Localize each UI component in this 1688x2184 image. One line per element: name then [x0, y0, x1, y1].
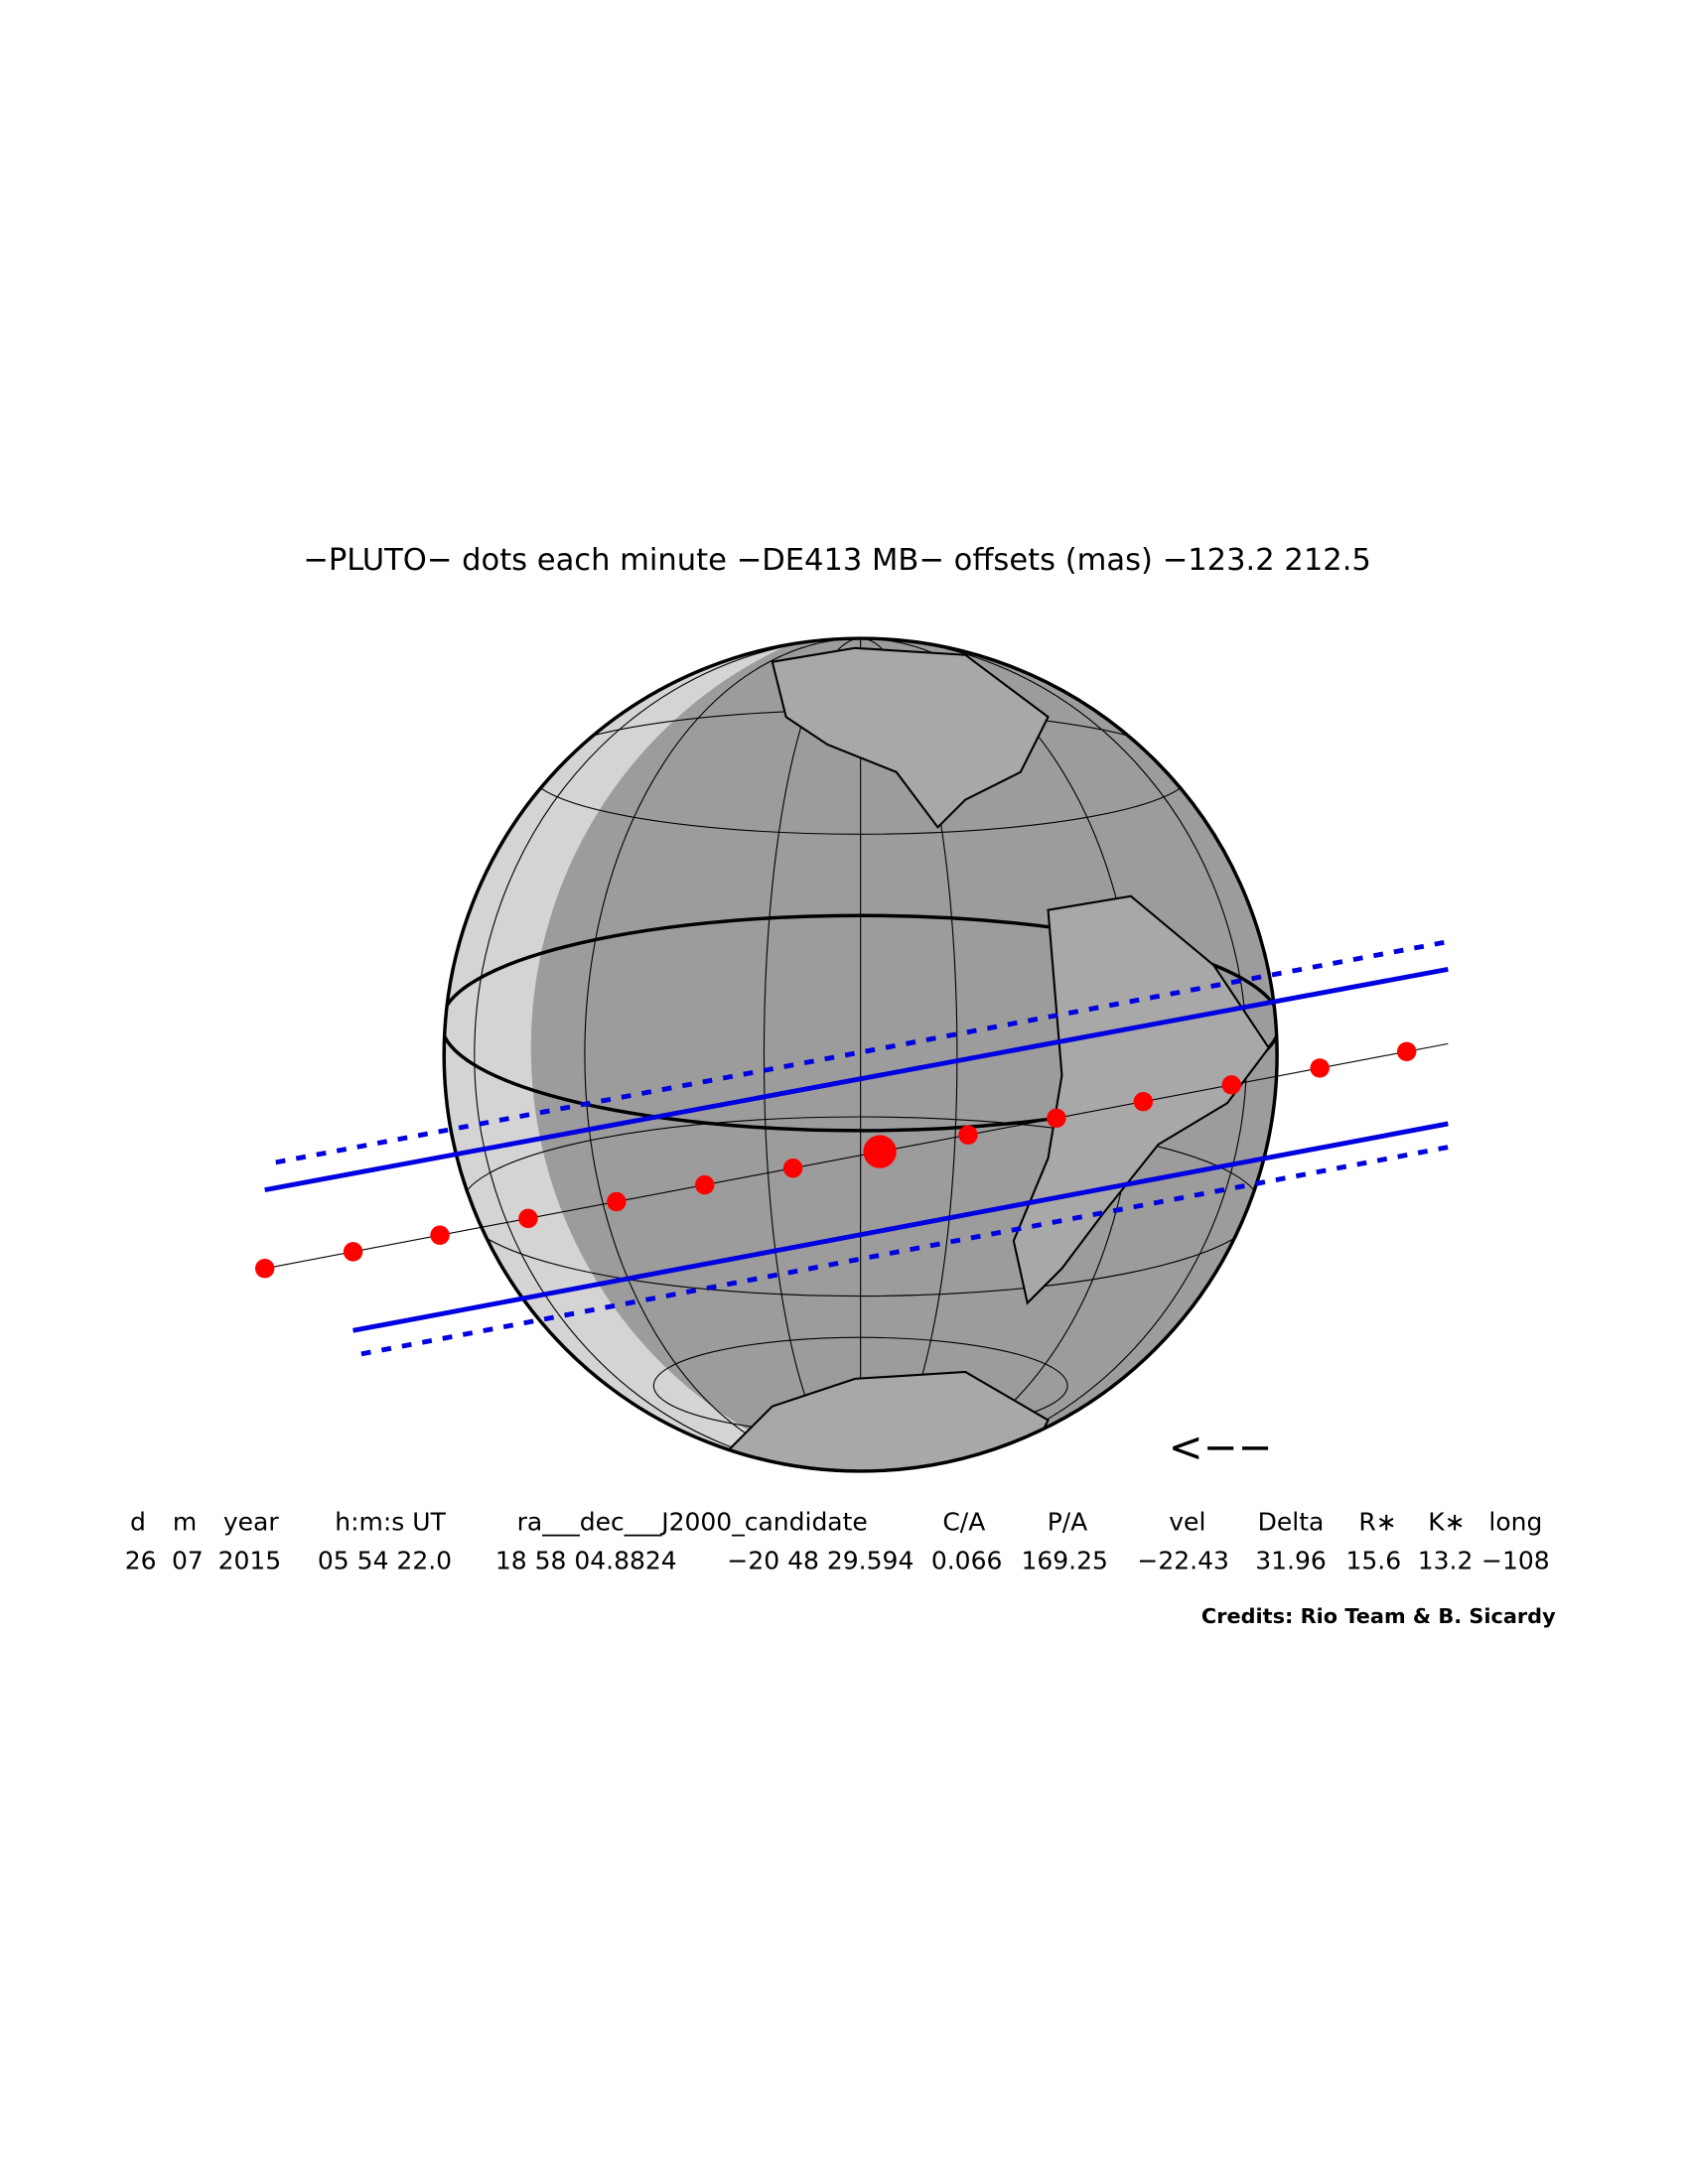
column-header: m [173, 1508, 197, 1537]
minute-dot [695, 1174, 715, 1195]
column-header: d [130, 1508, 146, 1537]
column-header: K∗ [1428, 1508, 1465, 1537]
column-header: long [1488, 1508, 1542, 1537]
direction-marker: <−− [1169, 1423, 1273, 1471]
column-header: vel [1169, 1508, 1205, 1537]
shadow-path [254, 939, 1449, 1357]
minute-dot [1133, 1091, 1154, 1112]
column-value: −108 [1481, 1547, 1550, 1575]
column-header: ra___dec___J2000_candidate [517, 1508, 868, 1537]
column-value: 13.2 [1418, 1547, 1474, 1575]
minute-dot [430, 1225, 450, 1245]
column-value: 18 58 04.8824 [495, 1547, 677, 1575]
column-header: year [223, 1508, 279, 1537]
column-value: 07 [172, 1547, 204, 1575]
column-value: 2015 [218, 1547, 282, 1575]
column-header: R∗ [1358, 1508, 1396, 1537]
globe-day [530, 638, 1278, 1471]
limit-line [352, 1121, 1449, 1333]
minute-dots [254, 1041, 1417, 1279]
column-header: Delta [1258, 1508, 1325, 1537]
equator [444, 913, 1278, 1133]
data-table: d m year h:m:s UT ra___dec___J2000_candidate… [125, 1508, 1550, 1575]
column-header: h:m:s UT [335, 1508, 446, 1537]
minute-dot [254, 1259, 275, 1279]
globe-outline [442, 636, 1279, 1473]
minute-dot [343, 1242, 363, 1262]
column-value: 31.96 [1255, 1547, 1327, 1575]
minute-dot [518, 1208, 538, 1229]
center-line [264, 1042, 1449, 1270]
minute-dot [607, 1191, 627, 1212]
error-line [275, 939, 1449, 1165]
column-value: −22.43 [1137, 1547, 1229, 1575]
minute-dot [958, 1125, 978, 1145]
column-value: 26 [125, 1547, 157, 1575]
column-value: 0.066 [931, 1547, 1003, 1575]
title: −PLUTO− dots each minute −DE413 MB− offs… [303, 543, 1371, 578]
credits: Credits: Rio Team & B. Sicardy [1201, 1604, 1556, 1628]
minute-dot [1047, 1108, 1066, 1129]
column-header: P/A [1048, 1508, 1088, 1537]
column-header: C/A [942, 1508, 985, 1537]
column-value: −20 48 29.594 [727, 1547, 914, 1575]
column-value: 05 54 22.0 [318, 1547, 452, 1575]
minute-dot [1310, 1058, 1330, 1078]
minute-dot [782, 1158, 803, 1178]
limit-line [264, 966, 1449, 1193]
column-value: 169.25 [1021, 1547, 1107, 1575]
column-value: 15.6 [1345, 1547, 1401, 1575]
minute-dot [1396, 1041, 1417, 1062]
minute-dot [1221, 1075, 1241, 1095]
central-dot [863, 1135, 897, 1168]
